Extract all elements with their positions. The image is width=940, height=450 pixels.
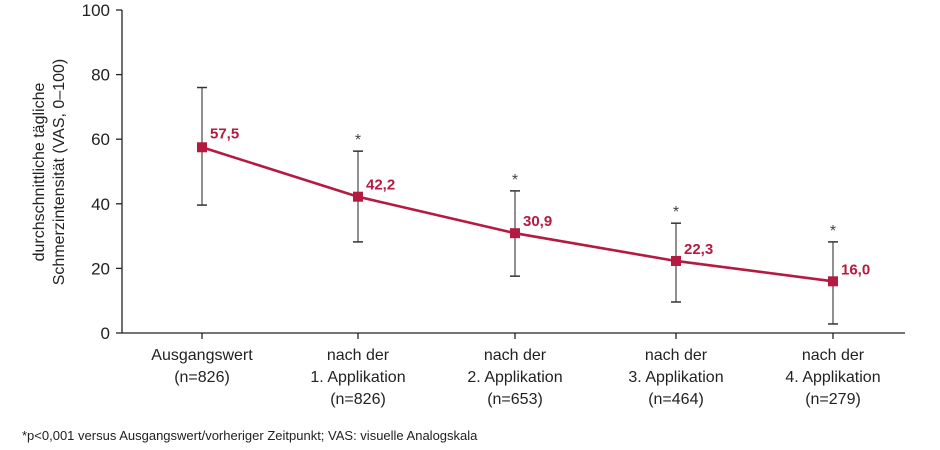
x-tick-label: nach der [802,347,865,364]
data-label: 42,2 [366,177,395,194]
data-point [671,255,681,266]
significance-marker: * [830,223,836,240]
data-label: 57,5 [210,125,239,142]
data-label: 16,0 [841,261,870,278]
significance-marker: * [355,132,361,149]
significance-marker: * [512,172,518,189]
x-tick-label: Ausgangswert [151,347,253,364]
x-tick-label: (n=826) [174,369,230,386]
y-tick-label: 20 [91,259,110,278]
data-label: 30,9 [523,213,552,230]
footnote: *p<0,001 versus Ausgangswert/vorheriger … [22,428,478,443]
x-tick-label: (n=279) [805,391,861,408]
x-tick-label: (n=826) [330,391,386,408]
x-tick-label: nach der [645,347,708,364]
significance-marker: * [673,204,679,221]
data-label: 22,3 [684,241,713,258]
x-tick-label: 3. Applikation [628,369,723,386]
x-tick-label: nach der [327,347,390,364]
data-point [353,191,363,202]
data-point [197,142,207,153]
y-tick-label: 0 [101,324,110,343]
y-tick-label: 40 [91,195,110,214]
y-tick-label: 100 [82,1,110,20]
x-tick-label: (n=464) [648,391,704,408]
y-axis-label: durchschnittliche tägliche [31,83,48,262]
data-point [510,228,520,239]
y-tick-label: 60 [91,130,110,149]
series-line [201,146,834,283]
y-tick-label: 80 [91,66,110,85]
x-tick-label: 4. Applikation [785,369,880,386]
y-axis-label: Schmerzintensität (VAS, 0–100) [51,59,68,285]
x-tick-label: 2. Applikation [467,369,562,386]
x-tick-label: (n=653) [487,391,543,408]
x-tick-label: nach der [484,347,547,364]
chart-svg: 0 20 40 60 80 100 durchschnittliche tägliche Sc… [31,1,905,408]
x-tick-label: 1. Applikation [310,369,405,386]
data-point [828,276,838,287]
